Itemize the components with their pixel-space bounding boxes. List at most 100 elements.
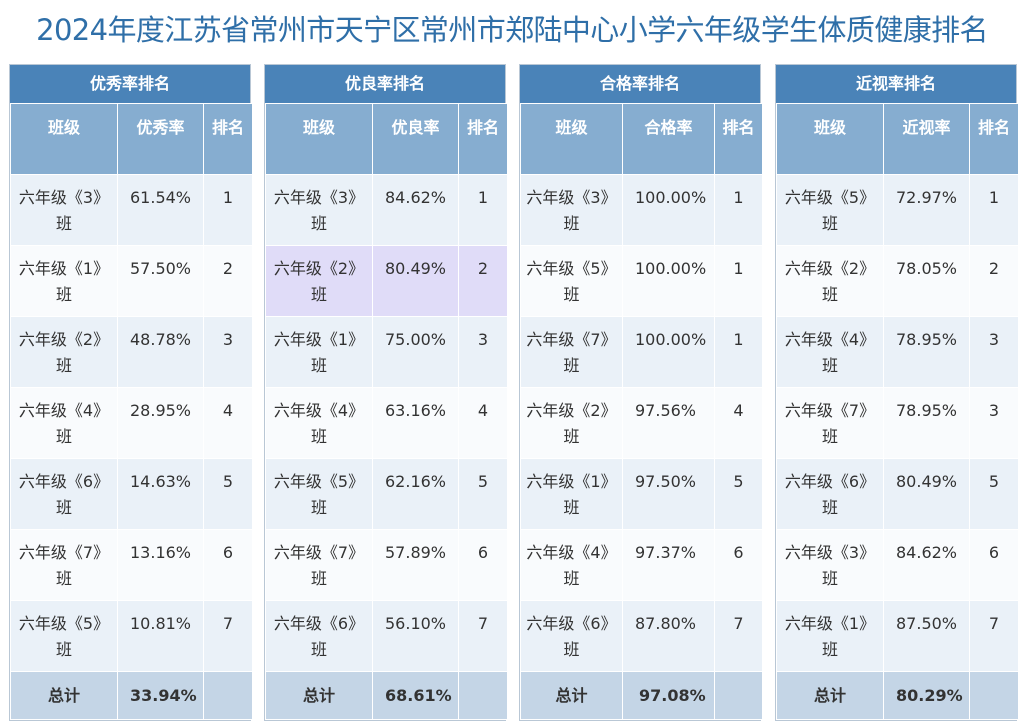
rank-cell: 7 xyxy=(458,600,508,672)
rank-cell: 2 xyxy=(203,245,253,317)
value-cell: 87.50% xyxy=(883,600,970,672)
column-header-value: 优良率 xyxy=(372,103,459,175)
column-header-rank: 排名 xyxy=(203,103,253,175)
myopia-rate-panel: 近视率排名 班级 近视率 排名 六年级《5》班 72.97% 1 六年级《2》班 78… xyxy=(775,64,1019,721)
class-cell: 六年级《5》班 xyxy=(776,174,884,246)
class-cell: 六年级《4》班 xyxy=(265,387,373,459)
class-cell: 六年级《7》班 xyxy=(776,387,884,459)
rank-cell: 1 xyxy=(714,174,763,246)
table-row: 六年级《3》班 100.00% 1 xyxy=(520,174,763,246)
table-row: 六年级《4》班 63.16% 4 xyxy=(265,387,508,459)
panel-heading: 优良率排名 xyxy=(265,65,505,103)
class-cell: 六年级《5》班 xyxy=(10,600,118,672)
table-row: 六年级《2》班 97.56% 4 xyxy=(520,387,763,459)
table-row: 六年级《1》班 75.00% 3 xyxy=(265,316,508,388)
rank-cell: 3 xyxy=(969,387,1019,459)
rank-cell: 3 xyxy=(203,316,253,388)
rank-cell: 3 xyxy=(969,316,1019,388)
excellent-rate-panel: 优秀率排名 班级 优秀率 排名 六年级《3》班 61.54% 1 六年级《1》班 57… xyxy=(9,64,253,721)
value-cell: 78.95% xyxy=(883,387,970,459)
table-row: 六年级《5》班 62.16% 5 xyxy=(265,458,508,530)
rank-cell: 7 xyxy=(969,600,1019,672)
table-row-highlighted: 六年级《2》班 80.49% 2 xyxy=(265,245,508,317)
column-header-value: 合格率 xyxy=(622,103,715,175)
rank-cell: 5 xyxy=(203,458,253,530)
table-row: 六年级《7》班 78.95% 3 xyxy=(776,387,1019,459)
total-label: 总计 xyxy=(776,671,884,720)
column-header-class: 班级 xyxy=(520,103,623,175)
total-empty-cell xyxy=(458,671,508,720)
table-row: 六年级《1》班 57.50% 2 xyxy=(10,245,253,317)
class-cell: 六年级《7》班 xyxy=(520,316,623,388)
rank-cell: 1 xyxy=(714,316,763,388)
table-row: 六年级《3》班 61.54% 1 xyxy=(10,174,253,246)
class-cell: 六年级《3》班 xyxy=(10,174,118,246)
class-cell: 六年级《4》班 xyxy=(10,387,118,459)
class-cell: 六年级《7》班 xyxy=(10,529,118,601)
total-row: 总计 80.29% xyxy=(776,671,1019,720)
ranking-table: 班级 合格率 排名 六年级《3》班 100.00% 1 六年级《5》班 100.00%… xyxy=(520,103,763,720)
value-cell: 13.16% xyxy=(117,529,204,601)
panel-heading: 近视率排名 xyxy=(776,65,1016,103)
pass-rate-panel: 合格率排名 班级 合格率 排名 六年级《3》班 100.00% 1 六年级《5》班 1… xyxy=(519,64,763,721)
value-cell: 61.54% xyxy=(117,174,204,246)
class-cell: 六年级《6》班 xyxy=(265,600,373,672)
table-row: 六年级《5》班 100.00% 1 xyxy=(520,245,763,317)
rank-cell: 5 xyxy=(714,458,763,530)
panel-heading: 优秀率排名 xyxy=(10,65,250,103)
table-row: 六年级《6》班 14.63% 5 xyxy=(10,458,253,530)
table-row: 六年级《1》班 97.50% 5 xyxy=(520,458,763,530)
rank-cell: 1 xyxy=(458,174,508,246)
total-value: 97.08% xyxy=(622,671,715,720)
column-header-class: 班级 xyxy=(265,103,373,175)
value-cell: 57.89% xyxy=(372,529,459,601)
total-value: 68.61% xyxy=(372,671,459,720)
total-empty-cell xyxy=(969,671,1019,720)
class-cell: 六年级《6》班 xyxy=(10,458,118,530)
ranking-table: 班级 近视率 排名 六年级《5》班 72.97% 1 六年级《2》班 78.05% 2 … xyxy=(776,103,1019,720)
value-cell: 87.80% xyxy=(622,600,715,672)
value-cell: 28.95% xyxy=(117,387,204,459)
value-cell: 97.37% xyxy=(622,529,715,601)
column-header-rank: 排名 xyxy=(714,103,763,175)
class-cell: 六年级《6》班 xyxy=(520,600,623,672)
rank-cell: 2 xyxy=(458,245,508,317)
table-row: 六年级《7》班 57.89% 6 xyxy=(265,529,508,601)
class-cell: 六年级《7》班 xyxy=(265,529,373,601)
rank-cell: 1 xyxy=(203,174,253,246)
ranking-table: 班级 优良率 排名 六年级《3》班 84.62% 1 六年级《2》班 80.49% 2 … xyxy=(265,103,508,720)
table-row: 六年级《3》班 84.62% 6 xyxy=(776,529,1019,601)
value-cell: 63.16% xyxy=(372,387,459,459)
table-row: 六年级《4》班 78.95% 3 xyxy=(776,316,1019,388)
column-header-rank: 排名 xyxy=(458,103,508,175)
value-cell: 80.49% xyxy=(883,458,970,530)
table-row: 六年级《7》班 13.16% 6 xyxy=(10,529,253,601)
table-row: 六年级《3》班 84.62% 1 xyxy=(265,174,508,246)
value-cell: 75.00% xyxy=(372,316,459,388)
ranking-table: 班级 优秀率 排名 六年级《3》班 61.54% 1 六年级《1》班 57.50% 2 … xyxy=(10,103,253,720)
value-cell: 57.50% xyxy=(117,245,204,317)
total-value: 80.29% xyxy=(883,671,970,720)
value-cell: 100.00% xyxy=(622,316,715,388)
value-cell: 10.81% xyxy=(117,600,204,672)
value-cell: 97.56% xyxy=(622,387,715,459)
value-cell: 100.00% xyxy=(622,245,715,317)
rank-cell: 6 xyxy=(714,529,763,601)
rank-cell: 6 xyxy=(969,529,1019,601)
class-cell: 六年级《1》班 xyxy=(520,458,623,530)
class-cell: 六年级《5》班 xyxy=(265,458,373,530)
rank-cell: 7 xyxy=(714,600,763,672)
rank-cell: 5 xyxy=(969,458,1019,530)
rank-cell: 4 xyxy=(203,387,253,459)
value-cell: 78.05% xyxy=(883,245,970,317)
class-cell: 六年级《2》班 xyxy=(520,387,623,459)
table-row: 六年级《5》班 10.81% 7 xyxy=(10,600,253,672)
class-cell: 六年级《3》班 xyxy=(265,174,373,246)
table-row: 六年级《1》班 87.50% 7 xyxy=(776,600,1019,672)
class-cell: 六年级《6》班 xyxy=(776,458,884,530)
total-row: 总计 68.61% xyxy=(265,671,508,720)
value-cell: 48.78% xyxy=(117,316,204,388)
rank-cell: 1 xyxy=(714,245,763,317)
value-cell: 100.00% xyxy=(622,174,715,246)
class-cell: 六年级《2》班 xyxy=(776,245,884,317)
